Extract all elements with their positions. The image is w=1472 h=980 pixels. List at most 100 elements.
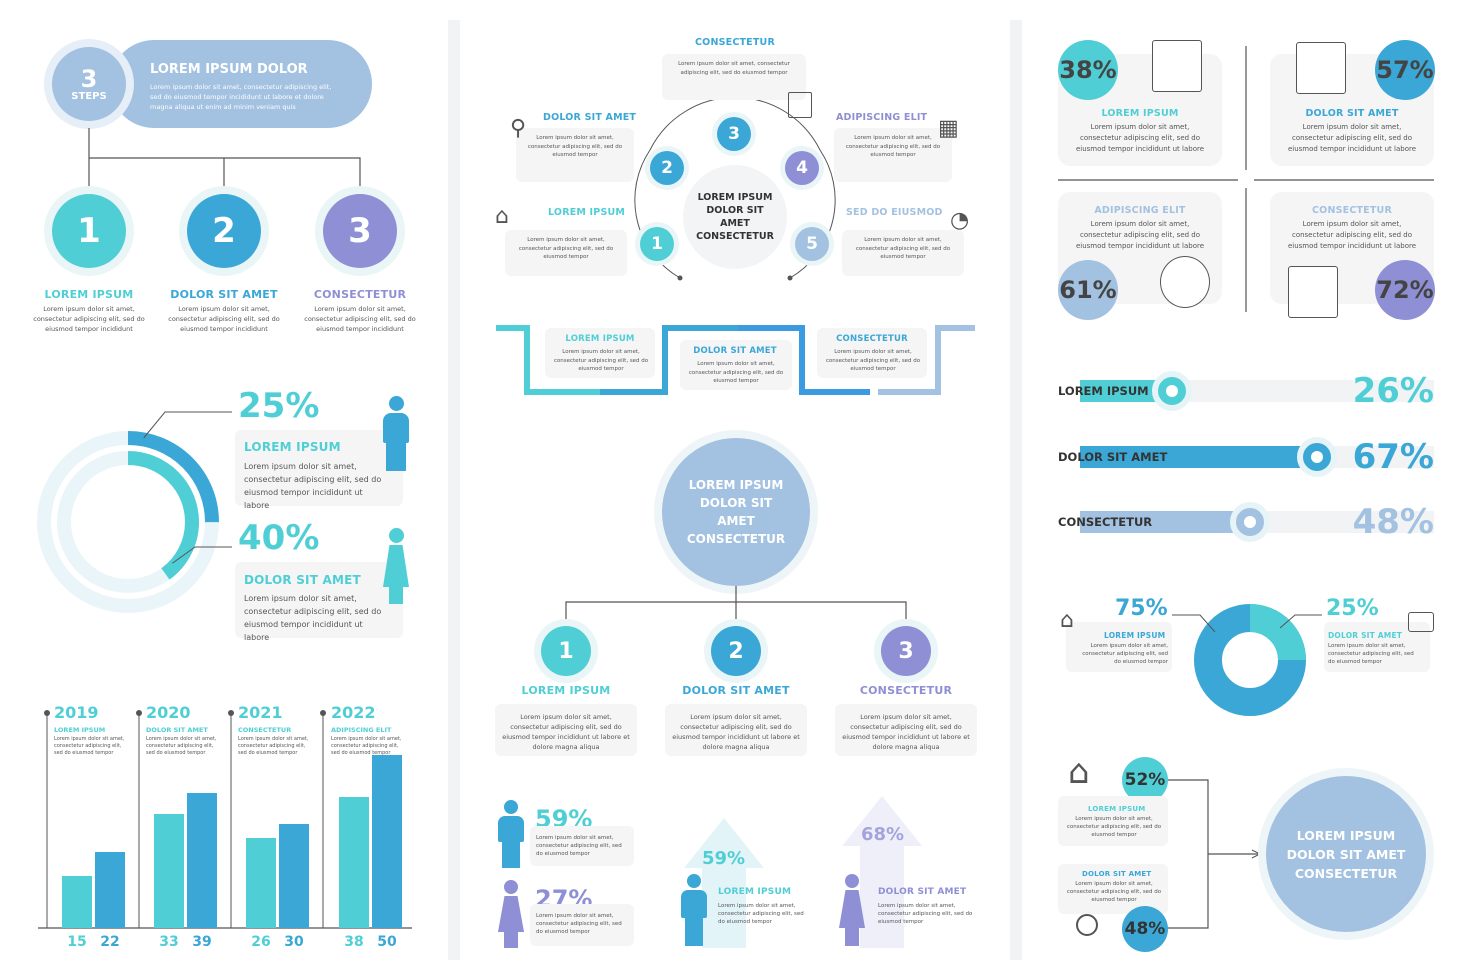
arrow-2-text: Lorem ipsum dolor sit amet, consectetur … bbox=[878, 903, 973, 925]
merge-top-card bbox=[1058, 796, 1168, 846]
quad-pct: 61% bbox=[1059, 276, 1117, 304]
cycle-text: Lorem ipsum dolor sit amet, consectetur … bbox=[527, 135, 623, 158]
female-text: Lorem ipsum dolor sit amet, consectetur … bbox=[244, 594, 382, 642]
tree-node: 3 bbox=[881, 626, 931, 676]
calendar-icon bbox=[1296, 42, 1346, 94]
cycle-node-number: 5 bbox=[806, 234, 818, 254]
cycle-node-number: 3 bbox=[728, 124, 740, 144]
cycle-center-text: LOREM IPSUM DOLOR SIT AMET CONSECTETUR bbox=[696, 192, 774, 242]
year-bar-value: 50 bbox=[377, 934, 397, 950]
quad-title: CONSECTETUR bbox=[1312, 205, 1392, 216]
steps-title: LOREM IPSUM DOLOR bbox=[150, 62, 308, 77]
tree-center-text: LOREM IPSUM DOLOR SIT AMET CONSECTETUR bbox=[686, 478, 786, 546]
year-bar bbox=[279, 824, 309, 928]
tree-text: Lorem ipsum dolor sit amet, consectetur … bbox=[672, 713, 800, 751]
year-title: CONSECTETUR bbox=[238, 726, 292, 734]
arrow-2-title: DOLOR SIT AMET bbox=[878, 887, 967, 897]
arrow-2-pct: 68% bbox=[861, 824, 905, 845]
cycle-card bbox=[842, 230, 964, 276]
donut-right-text: Lorem ipsum dolor sit amet, consectetur … bbox=[1328, 643, 1414, 665]
flow-title: CONSECTETUR bbox=[836, 334, 908, 344]
male-title: LOREM IPSUM bbox=[244, 440, 341, 454]
merge-house-icon: ⌂ bbox=[1068, 752, 1090, 792]
arrow-up-1 bbox=[684, 818, 764, 948]
year-text: Lorem ipsum dolor sit amet, consectetur … bbox=[54, 736, 125, 756]
cycle-icon: ◔ bbox=[950, 208, 970, 233]
flow-card bbox=[817, 328, 927, 378]
year-bar bbox=[95, 852, 125, 928]
quad-pct-circle: 61% bbox=[1058, 260, 1118, 320]
tree-text: Lorem ipsum dolor sit amet, consectetur … bbox=[502, 713, 630, 751]
cycle-card bbox=[834, 128, 952, 182]
progress-label: DOLOR SIT AMET bbox=[1058, 450, 1168, 464]
tree-text: Lorem ipsum dolor sit amet, consectetur … bbox=[842, 713, 970, 751]
cycle-text: Lorem ipsum dolor sit amet, consectetur … bbox=[518, 237, 614, 260]
house-icon bbox=[1152, 40, 1202, 92]
step-title: CONSECTETUR bbox=[313, 288, 407, 301]
people-male-text: Lorem ipsum dolor sit amet, consectetur … bbox=[536, 835, 622, 857]
step-circle: 3 bbox=[323, 194, 397, 268]
quad-text: Lorem ipsum dolor sit amet, consectetur … bbox=[1075, 123, 1205, 153]
cycle-title: DOLOR SIT AMET bbox=[543, 112, 637, 123]
quad-pct: 57% bbox=[1376, 56, 1434, 84]
people-female-text: Lorem ipsum dolor sit amet, consectetur … bbox=[536, 913, 622, 935]
year-bar-value: 30 bbox=[284, 934, 304, 950]
year-bar-value: 22 bbox=[100, 934, 120, 950]
cycle-card bbox=[516, 128, 634, 182]
tree-title: CONSECTETUR bbox=[859, 684, 953, 697]
donut-house-icon: ⌂ bbox=[1060, 608, 1074, 633]
quad-pct-circle: 57% bbox=[1375, 40, 1435, 100]
donut-left-text: Lorem ipsum dolor sit amet, consectetur … bbox=[1082, 643, 1168, 665]
step-circle: 2 bbox=[187, 194, 261, 268]
merge-bottom-title: DOLOR SIT AMET bbox=[1082, 870, 1152, 878]
donut-briefcase-icon bbox=[1408, 612, 1434, 632]
cycle-title: CONSECTETUR bbox=[695, 37, 775, 48]
tree-node-number: 1 bbox=[558, 638, 574, 664]
flow-text: Lorem ipsum dolor sit amet, consectetur … bbox=[825, 349, 921, 372]
quad-text: Lorem ipsum dolor sit amet, consectetur … bbox=[1287, 123, 1417, 153]
people-female-icon bbox=[496, 880, 526, 948]
tree-node: 2 bbox=[711, 626, 761, 676]
people-male-icon bbox=[496, 800, 526, 868]
cycle-node-number: 4 bbox=[796, 158, 808, 178]
cycle-node-number: 1 bbox=[651, 234, 663, 254]
year-title: LOREM IPSUM bbox=[54, 726, 106, 734]
step-circle: 1 bbox=[52, 194, 126, 268]
donut-left-pct: 75% bbox=[1115, 596, 1168, 621]
year-bar-value: 33 bbox=[159, 934, 179, 950]
tree-card bbox=[495, 704, 637, 756]
cycle-text: Lorem ipsum dolor sit amet, consectetur … bbox=[678, 61, 790, 76]
people-female-card bbox=[530, 904, 634, 946]
steps-label: STEPS bbox=[71, 90, 107, 102]
flow-title: LOREM IPSUM bbox=[565, 334, 635, 344]
donut-left-title: LOREM IPSUM bbox=[1104, 631, 1166, 640]
tree-card bbox=[835, 704, 977, 756]
merge-bottom-pct: 48% bbox=[1124, 919, 1166, 939]
quad-text: Lorem ipsum dolor sit amet, consectetur … bbox=[1287, 220, 1417, 250]
donut-left-card bbox=[1066, 622, 1172, 672]
steps-banner bbox=[110, 40, 372, 128]
cycle-node: 2 bbox=[650, 151, 684, 185]
progress-knob[interactable] bbox=[1297, 437, 1338, 477]
cycle-title: ADIPISCING ELIT bbox=[836, 112, 928, 123]
year-label: 2021 bbox=[238, 703, 283, 722]
merge-top-pct: 52% bbox=[1124, 770, 1166, 790]
progress-knob[interactable] bbox=[1229, 502, 1270, 542]
male-person-icon bbox=[380, 396, 412, 474]
arrow-1-pct: 59% bbox=[702, 848, 746, 869]
progress-knob[interactable] bbox=[1152, 371, 1193, 411]
cycle-card bbox=[505, 230, 627, 276]
tree-node-number: 2 bbox=[728, 638, 744, 664]
year-bar bbox=[62, 876, 92, 928]
quad-pct-circle: 38% bbox=[1058, 40, 1118, 100]
cycle-node-number: 2 bbox=[661, 158, 673, 178]
year-bar-value: 39 bbox=[192, 934, 212, 950]
step-text: Lorem ipsum dolor sit amet, consectetur … bbox=[168, 305, 280, 333]
merge-center: LOREM IPSUM DOLOR SIT AMET CONSECTETUR bbox=[1266, 776, 1426, 932]
cycle-title: SED DO EIUSMOD bbox=[846, 207, 943, 218]
cycle-icon: ▦ bbox=[938, 116, 959, 141]
flow-card bbox=[680, 340, 792, 390]
